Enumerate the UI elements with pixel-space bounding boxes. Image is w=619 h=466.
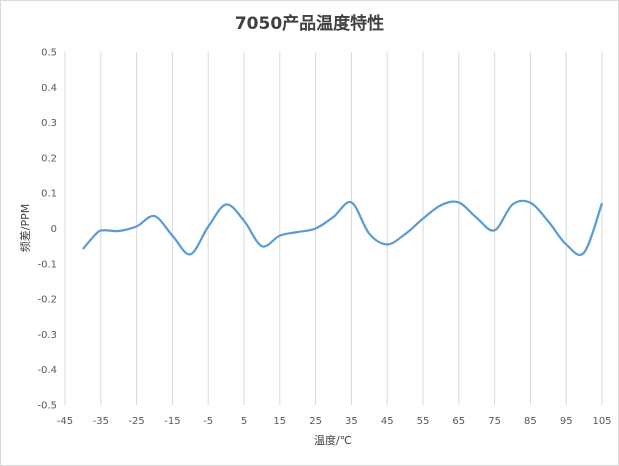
x-tick-label: 35 — [345, 416, 358, 427]
y-tick-label: 0.5 — [41, 48, 57, 59]
y-tick-label: 0.3 — [41, 118, 57, 129]
x-tick-label: 85 — [524, 416, 537, 427]
y-tick-label: -0.5 — [37, 401, 57, 412]
x-tick-label: 5 — [241, 416, 247, 427]
y-tick-label: -0.1 — [37, 259, 57, 270]
y-tick-label: -0.4 — [37, 365, 57, 376]
x-tick-label: -25 — [128, 416, 144, 427]
x-axis-title: 温度/℃ — [314, 433, 352, 447]
y-axis-title: 频差/PPM — [18, 204, 32, 252]
y-tick-labels: 0.5 0.4 0.3 0.2 0.1 0 -0.1 -0.2 -0.3 -0.4 -0.5 — [37, 48, 57, 412]
chart-title: 7050产品温度特性 — [234, 14, 385, 34]
x-tick-label: 65 — [452, 416, 465, 427]
grid-lines — [64, 52, 603, 405]
y-tick-label: -0.3 — [37, 330, 57, 341]
x-tick-label: 45 — [381, 416, 394, 427]
y-tick-label: 0.1 — [41, 189, 57, 200]
x-tick-label: 95 — [560, 416, 573, 427]
y-tick-label: 0 — [51, 224, 57, 235]
x-tick-label: -35 — [93, 416, 109, 427]
x-tick-label: 55 — [417, 416, 430, 427]
y-tick-label: 0.4 — [41, 83, 57, 94]
y-tick-label: 0.2 — [41, 153, 57, 164]
x-tick-label: -5 — [203, 416, 213, 427]
series-line — [82, 199, 604, 256]
x-tick-label: 105 — [592, 416, 611, 427]
x-tick-label: 75 — [488, 416, 501, 427]
x-tick-label: 25 — [309, 416, 322, 427]
x-tick-label: -15 — [164, 416, 180, 427]
y-tick-label: -0.2 — [37, 295, 57, 306]
x-tick-labels: -45 -35 -25 -15 -5 5 15 25 35 45 55 65 75 85 95 105 — [57, 416, 612, 427]
series-lines — [82, 199, 604, 256]
x-tick-label: -45 — [57, 416, 73, 427]
x-tick-label: 15 — [273, 416, 286, 427]
